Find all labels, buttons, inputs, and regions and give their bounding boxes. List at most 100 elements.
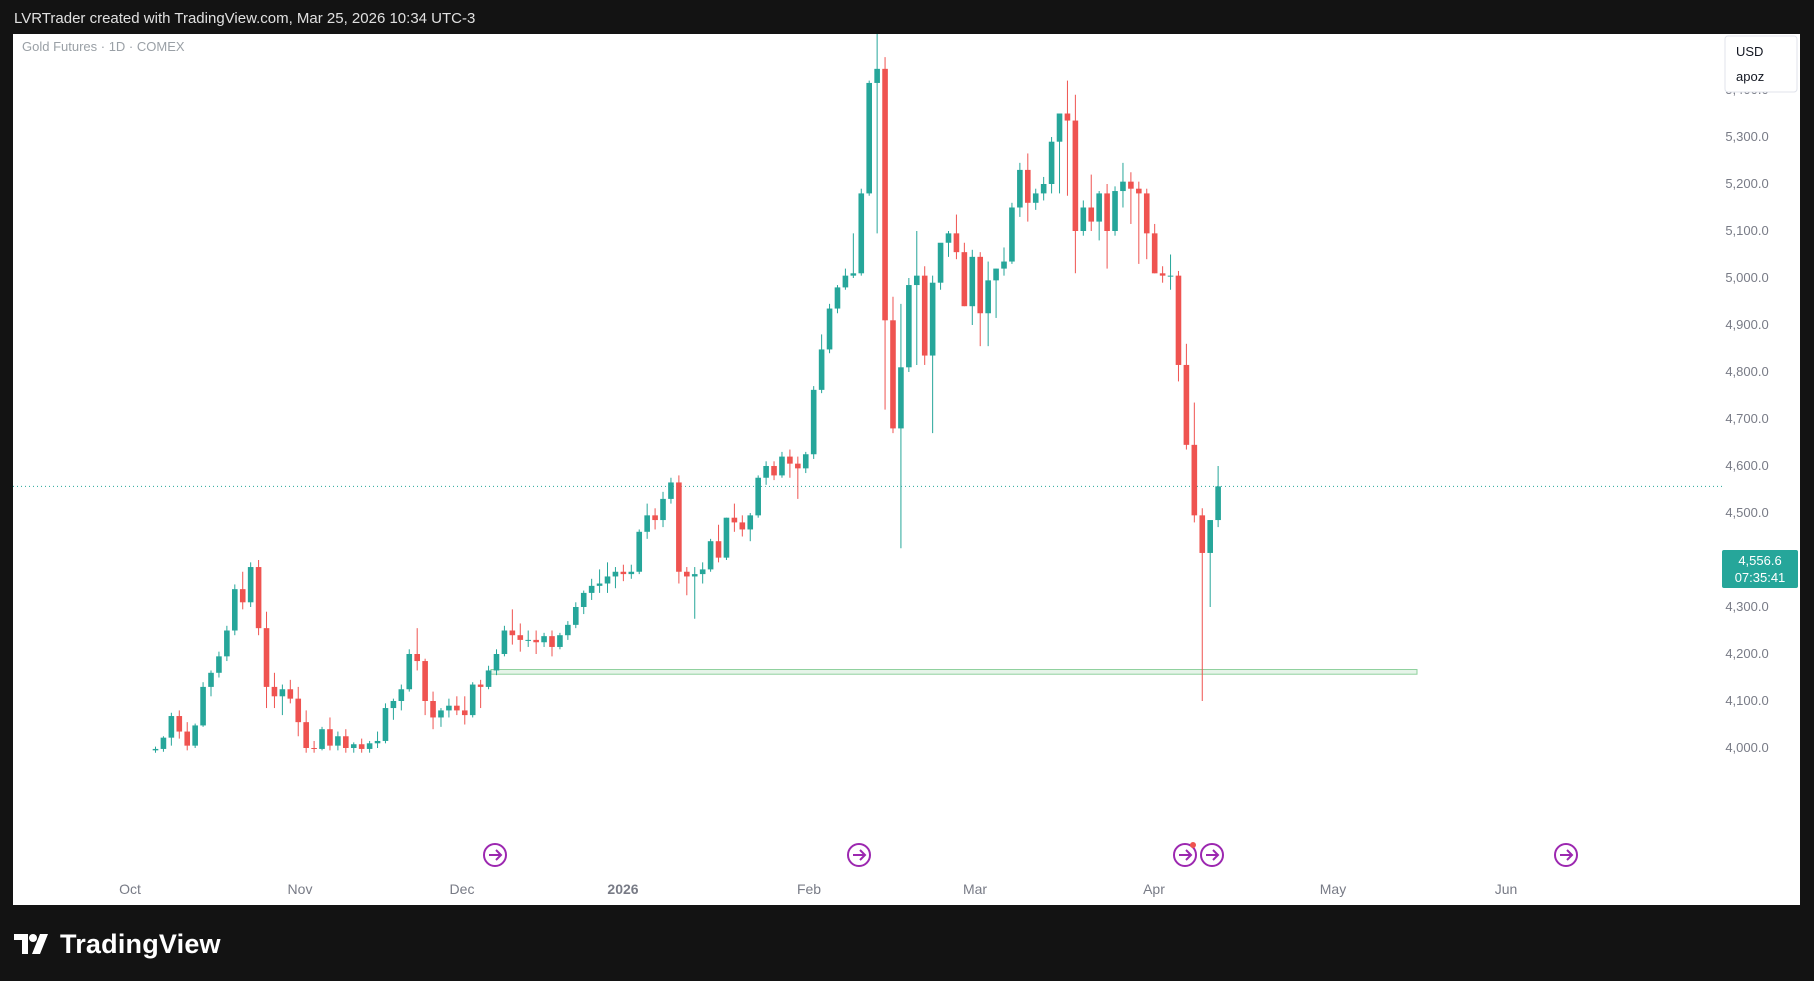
candle[interactable] xyxy=(921,266,928,365)
candle[interactable] xyxy=(850,233,857,278)
candle[interactable] xyxy=(1064,80,1071,196)
candle[interactable] xyxy=(826,303,833,354)
candle[interactable] xyxy=(343,729,349,753)
candle[interactable] xyxy=(715,524,722,563)
candle[interactable] xyxy=(184,722,191,751)
candle[interactable] xyxy=(747,513,754,542)
candle[interactable] xyxy=(810,386,817,459)
currency-button[interactable]: USD xyxy=(1736,44,1763,59)
candle[interactable] xyxy=(612,567,619,589)
candle[interactable] xyxy=(985,261,991,347)
candle[interactable] xyxy=(366,740,373,753)
candle[interactable] xyxy=(446,698,452,718)
candle[interactable] xyxy=(501,625,508,657)
candle[interactable] xyxy=(684,567,690,596)
candle[interactable] xyxy=(707,538,714,572)
candlestick-chart[interactable]: 4,000.04,100.04,200.04,300.04,400.04,500… xyxy=(13,34,1800,905)
candle[interactable] xyxy=(1128,172,1134,224)
candle[interactable] xyxy=(311,740,317,753)
candle[interactable] xyxy=(406,649,413,692)
candle[interactable] xyxy=(160,736,167,752)
candle[interactable] xyxy=(1088,174,1095,231)
candle[interactable] xyxy=(1159,266,1166,283)
candle[interactable] xyxy=(660,491,666,528)
candle[interactable] xyxy=(152,746,159,753)
candle[interactable] xyxy=(1215,466,1221,528)
candle[interactable] xyxy=(1032,188,1039,210)
candle[interactable] xyxy=(787,449,793,478)
candle[interactable] xyxy=(358,738,365,753)
price-axis[interactable]: 4,000.04,100.04,200.04,300.04,400.04,500… xyxy=(1725,82,1768,755)
candle[interactable] xyxy=(858,188,865,276)
candle[interactable] xyxy=(1151,223,1158,274)
candle[interactable] xyxy=(1175,270,1182,382)
candle[interactable] xyxy=(1143,188,1150,260)
candle[interactable] xyxy=(1096,191,1102,241)
candle[interactable] xyxy=(438,708,444,727)
candle[interactable] xyxy=(224,625,230,662)
candle[interactable] xyxy=(541,632,547,647)
candle[interactable] xyxy=(469,682,476,718)
candle[interactable] xyxy=(557,632,563,650)
candle[interactable] xyxy=(588,578,595,600)
candle[interactable] xyxy=(771,461,777,481)
candle[interactable] xyxy=(866,80,872,196)
candle[interactable] xyxy=(255,560,262,636)
candle[interactable] xyxy=(644,503,650,539)
events-layer[interactable] xyxy=(483,842,1578,867)
indicator-button[interactable]: apoz xyxy=(1736,69,1764,84)
candle[interactable] xyxy=(913,231,920,365)
candle[interactable] xyxy=(1056,113,1063,194)
candle[interactable] xyxy=(977,252,984,347)
candle[interactable] xyxy=(628,564,635,579)
candle[interactable] xyxy=(287,679,294,704)
candle[interactable] xyxy=(779,451,785,478)
candle[interactable] xyxy=(842,268,849,290)
candle[interactable] xyxy=(953,214,960,260)
candle[interactable] xyxy=(525,630,532,647)
candle[interactable] xyxy=(874,34,880,234)
candle[interactable] xyxy=(691,567,698,619)
economic-event-icon[interactable] xyxy=(847,843,871,867)
candle[interactable] xyxy=(263,611,270,709)
time-axis[interactable]: Oct Nov Dec 2026 Feb Mar Apr May Jun xyxy=(119,881,1517,897)
candle[interactable] xyxy=(1199,508,1206,701)
candle[interactable] xyxy=(461,696,468,725)
candle[interactable] xyxy=(374,731,381,748)
economic-event-icon[interactable] xyxy=(1200,843,1224,867)
candle[interactable] xyxy=(652,508,658,530)
candle[interactable] xyxy=(1104,184,1110,269)
candle[interactable] xyxy=(795,456,801,499)
last-price-badge[interactable]: 4,556.6 07:35:41 xyxy=(1722,550,1798,588)
economic-event-icon[interactable] xyxy=(1554,843,1578,867)
candle[interactable] xyxy=(454,696,460,716)
candle[interactable] xyxy=(565,621,571,640)
candle[interactable] xyxy=(319,726,325,751)
candle[interactable] xyxy=(1183,343,1190,450)
candle[interactable] xyxy=(969,249,976,325)
candle[interactable] xyxy=(636,529,643,575)
candle[interactable] xyxy=(477,679,484,709)
candle[interactable] xyxy=(890,296,896,434)
candle[interactable] xyxy=(216,651,222,678)
candle[interactable] xyxy=(723,517,730,560)
candle[interactable] xyxy=(1120,162,1126,208)
candle[interactable] xyxy=(335,731,341,751)
economic-event-icon[interactable] xyxy=(483,843,507,867)
candle[interactable] xyxy=(802,451,809,474)
candle[interactable] xyxy=(993,268,999,318)
candle[interactable] xyxy=(580,590,587,615)
candle[interactable] xyxy=(168,712,175,746)
candle[interactable] xyxy=(620,564,627,582)
candle[interactable] xyxy=(699,562,706,584)
candle[interactable] xyxy=(898,303,904,549)
candles-layer[interactable] xyxy=(152,34,1221,753)
candle[interactable] xyxy=(739,515,746,537)
candle[interactable] xyxy=(755,475,761,518)
candle[interactable] xyxy=(398,684,405,711)
candle[interactable] xyxy=(763,461,769,485)
candle[interactable] xyxy=(882,57,888,410)
candle[interactable] xyxy=(1112,186,1118,236)
candle[interactable] xyxy=(247,562,254,607)
candle[interactable] xyxy=(303,710,309,753)
